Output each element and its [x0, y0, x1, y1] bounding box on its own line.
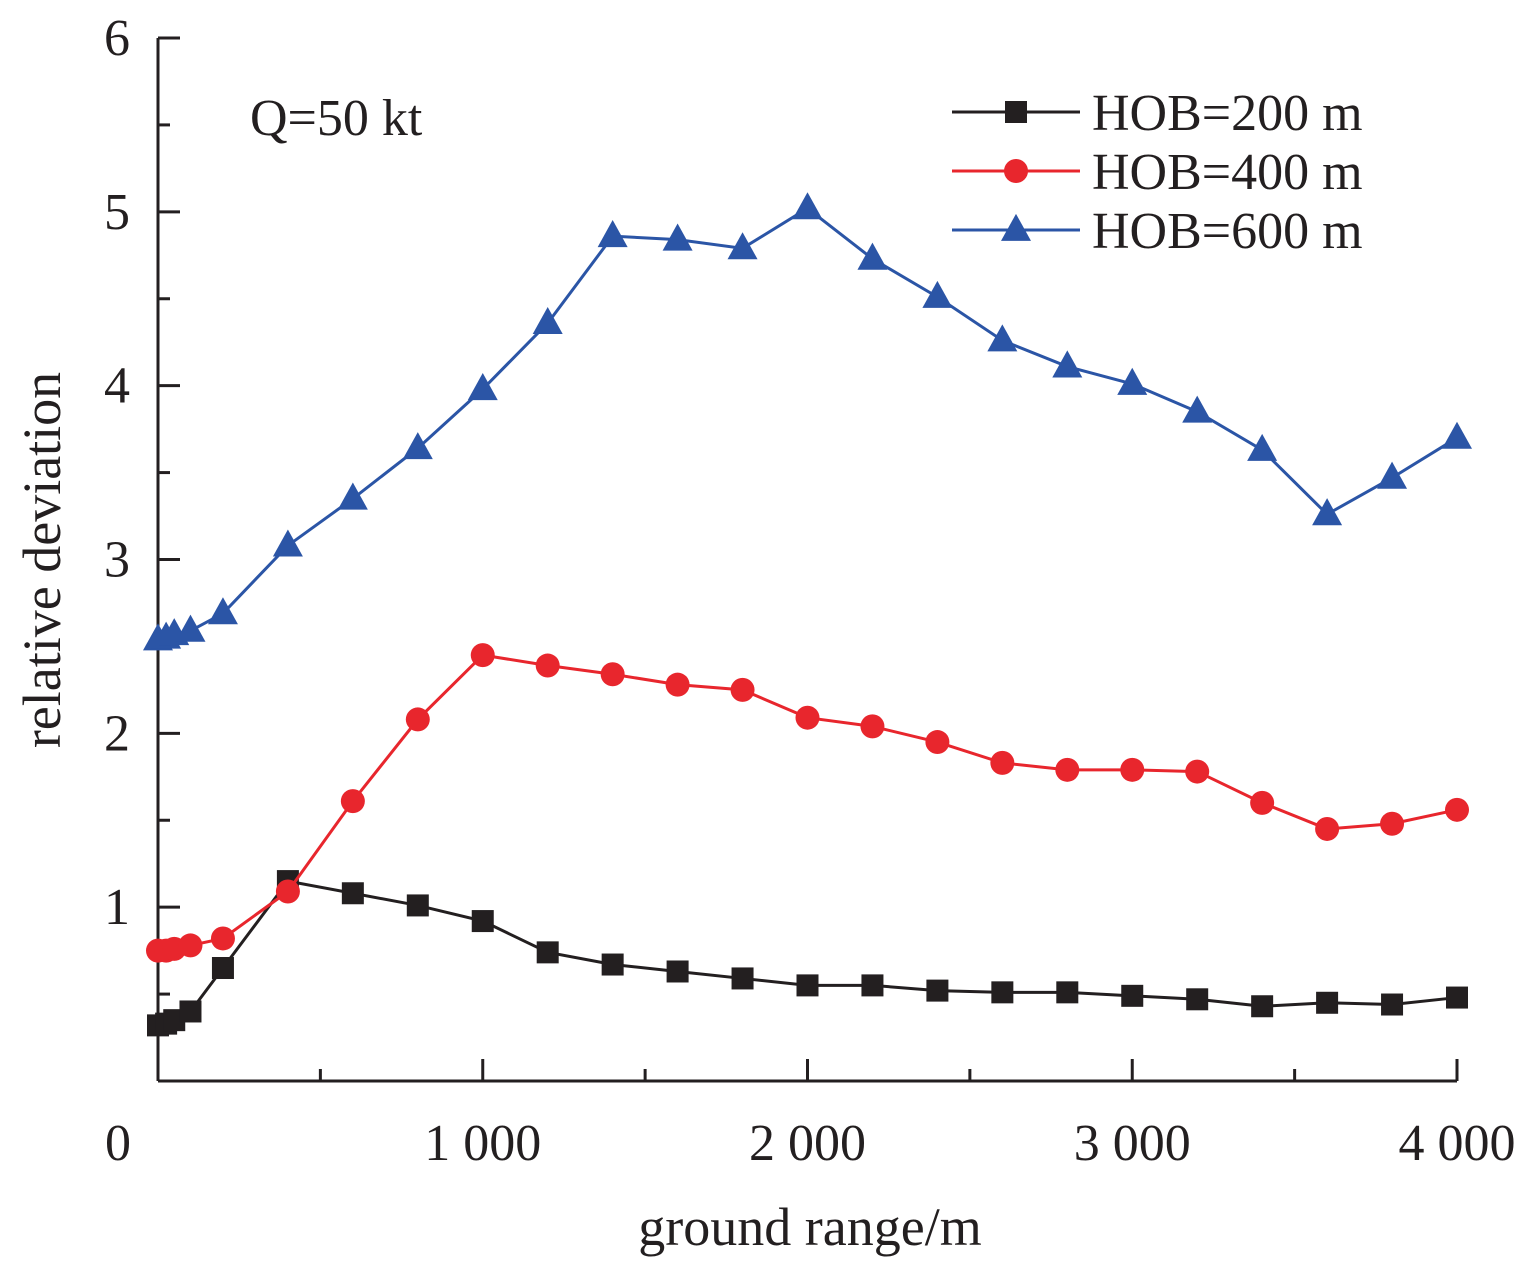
series-1 — [147, 870, 1468, 1037]
series-line — [157, 206, 1458, 641]
data-point — [471, 910, 494, 933]
data-point — [926, 979, 949, 1002]
data-point — [535, 653, 560, 678]
data-point — [178, 933, 203, 958]
data-point — [532, 306, 563, 335]
data-point — [1121, 984, 1144, 1007]
data-point — [211, 957, 234, 980]
data-point — [727, 232, 758, 260]
data-point — [406, 894, 429, 917]
data-point — [1380, 811, 1405, 836]
y-tick-label: 3 — [104, 532, 130, 589]
x-tick-label: 4 000 — [1399, 1115, 1516, 1172]
series-layer — [143, 192, 1472, 1037]
data-point — [272, 529, 303, 557]
x-axis-title: ground range/m — [638, 1197, 981, 1257]
data-point — [210, 926, 235, 951]
data-point — [1312, 498, 1343, 526]
data-point — [662, 223, 693, 251]
data-point — [730, 677, 755, 702]
x-tick-label: 3 000 — [1074, 1115, 1191, 1172]
data-point — [597, 220, 628, 248]
data-point — [1056, 981, 1079, 1004]
data-point — [1185, 759, 1210, 784]
legend-marker — [1004, 159, 1028, 183]
data-point — [341, 882, 364, 905]
data-point — [1381, 993, 1404, 1016]
y-tick-label: 2 — [104, 705, 130, 762]
legend-item: HOB=400 m — [952, 144, 1363, 201]
data-point — [207, 597, 238, 625]
data-point — [731, 967, 754, 990]
data-point — [1055, 757, 1080, 782]
data-point — [1120, 757, 1145, 782]
data-point — [1446, 986, 1468, 1009]
data-point — [179, 1000, 202, 1023]
data-point — [340, 789, 365, 814]
legend-label: HOB=600 m — [1092, 203, 1363, 260]
data-point — [857, 242, 888, 270]
data-point — [1377, 461, 1408, 489]
data-point — [405, 707, 430, 732]
data-point — [922, 280, 953, 308]
data-point — [860, 714, 885, 739]
data-point — [470, 643, 495, 668]
data-point — [792, 192, 823, 220]
legend-label: HOB=200 m — [1092, 85, 1363, 142]
legend-marker — [1005, 101, 1027, 123]
axes: 1 2 3 4 5 6 0 1 000 2 000 3 000 4 000 — [104, 10, 1516, 1172]
data-point — [1251, 995, 1274, 1018]
data-point — [925, 730, 950, 755]
x-tick-label: 0 — [105, 1115, 131, 1172]
data-point — [1445, 797, 1469, 822]
data-point — [795, 705, 820, 730]
data-point — [665, 672, 690, 697]
data-point — [1186, 988, 1209, 1011]
y-tick-label: 4 — [104, 358, 130, 415]
data-point — [991, 981, 1014, 1004]
y-tick-label: 6 — [104, 10, 130, 67]
data-point — [337, 482, 368, 510]
data-point — [601, 953, 624, 976]
y-axis-title: relative deviation — [12, 372, 72, 748]
series-3 — [143, 192, 1472, 651]
data-point — [600, 662, 625, 687]
data-point — [1247, 433, 1278, 461]
legend-item: HOB=200 m — [952, 85, 1363, 142]
legend-marker — [1001, 213, 1031, 241]
data-point — [1316, 991, 1339, 1014]
data-point — [175, 614, 206, 642]
y-tick-label: 1 — [104, 879, 130, 936]
data-point — [1315, 816, 1340, 841]
data-point — [1442, 421, 1472, 449]
data-point — [1250, 790, 1275, 815]
data-point — [1052, 350, 1083, 378]
data-point — [990, 750, 1015, 775]
x-tick-label: 1 000 — [424, 1115, 541, 1172]
data-point — [861, 974, 884, 997]
series-2 — [146, 643, 1469, 963]
data-point — [987, 324, 1018, 352]
x-tick-label: 2 000 — [749, 1115, 866, 1172]
data-point — [536, 941, 559, 964]
chart-annotation: Q=50 kt — [250, 90, 423, 147]
data-point — [467, 373, 498, 401]
data-point — [666, 960, 689, 983]
data-point — [275, 879, 300, 904]
data-point — [1117, 367, 1148, 395]
data-point — [1182, 395, 1213, 423]
legend-item: HOB=600 m — [952, 203, 1363, 260]
data-point — [796, 974, 819, 997]
legend-label: HOB=400 m — [1092, 144, 1363, 201]
y-tick-label: 5 — [104, 184, 130, 241]
data-point — [402, 432, 433, 460]
